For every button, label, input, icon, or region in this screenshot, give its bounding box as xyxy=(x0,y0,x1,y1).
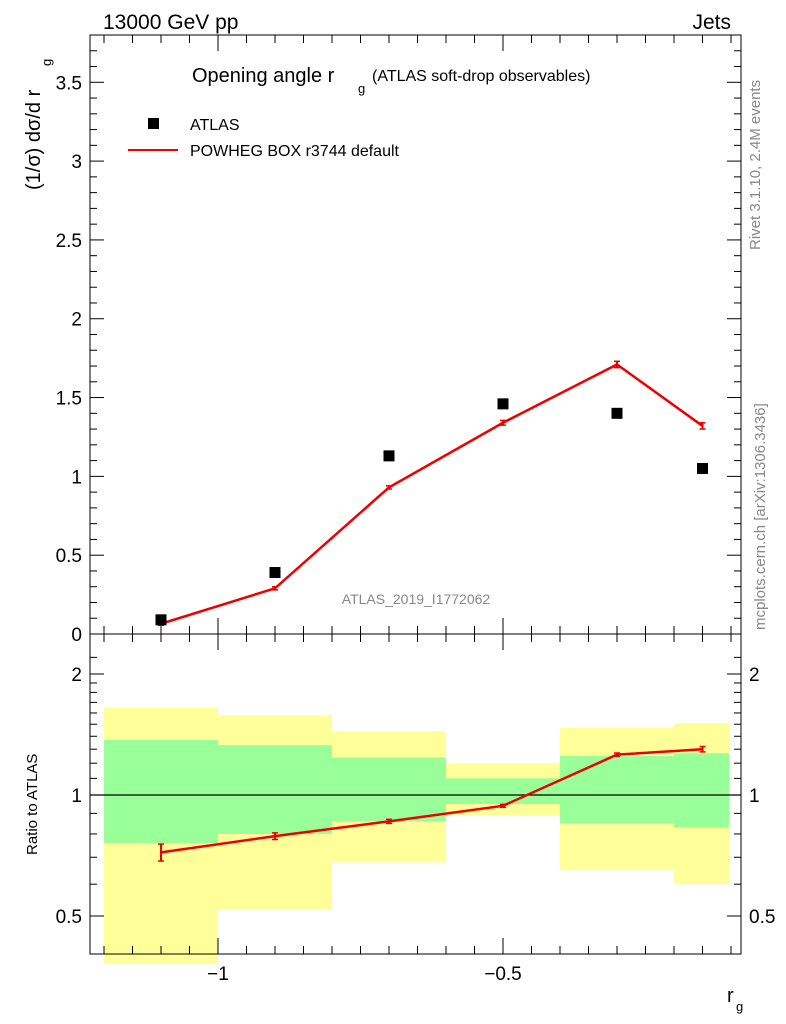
x-axis-label: r xyxy=(727,985,734,1007)
ratio-bands-layer xyxy=(90,707,741,964)
ratio-y-tick-label: 0.5 xyxy=(56,907,82,928)
ratio-y-tick-label: 2 xyxy=(71,665,82,686)
x-tick-labels: −1 −0.5 xyxy=(207,964,522,985)
main-y-tick-labels: 0 0.5 1 1.5 2 2.5 3 3.5 xyxy=(56,73,82,646)
ratio-band-inner xyxy=(104,740,218,843)
mc-series-line xyxy=(160,362,704,625)
mcplots-label: mcplots.cern.ch [arXiv:1306.3436] xyxy=(752,403,769,630)
plot-title-main: Opening angle r xyxy=(192,65,335,87)
atlas-data-point xyxy=(611,407,623,419)
main-panel-frame xyxy=(89,34,742,635)
atlas-data-point xyxy=(697,462,708,474)
main-y-tick-label: 2.5 xyxy=(56,231,82,252)
ratio-band-inner xyxy=(218,745,332,834)
main-y-tick-label: 2 xyxy=(71,310,82,331)
ratio-panel-ticks xyxy=(90,634,741,954)
atlas-data-point xyxy=(497,398,509,410)
main-y-tick-label: 0 xyxy=(71,625,82,646)
main-panel-ticks xyxy=(90,34,741,635)
ratio-y-axis-label: Ratio to ATLAS xyxy=(24,754,41,855)
x-axis-label-sub: g xyxy=(736,999,743,1014)
main-y-tick-label: 3 xyxy=(71,152,82,173)
ratio-band-inner xyxy=(674,753,729,828)
legend-mc-label: POWHEG BOX r3744 default xyxy=(190,143,400,160)
rivet-label: Rivet 3.1.10, 2.4M events xyxy=(747,80,764,250)
main-y-axis-label-text: (1/σ) dσ/d r xyxy=(23,89,45,190)
main-data-layer xyxy=(155,360,708,627)
main-y-axis-label: (1/σ) dσ/d r g xyxy=(23,59,54,190)
plot-title: Opening angle r xyxy=(192,65,335,87)
ratio-y-tick-label-right: 1 xyxy=(749,786,760,807)
header-right: Jets xyxy=(692,11,731,34)
ratio-y-tick-label: 1 xyxy=(71,786,82,807)
plot-title-suffix: (ATLAS soft-drop observables) xyxy=(372,68,590,85)
main-y-tick-label: 1.5 xyxy=(56,389,82,410)
main-y-tick-label: 1 xyxy=(71,467,82,488)
ratio-data-layer xyxy=(158,745,706,862)
ratio-y-tick-labels: 0.5 0.5 1 1 2 2 xyxy=(56,665,776,928)
ratio-band-inner xyxy=(560,756,674,824)
x-tick-label: −1 xyxy=(207,964,229,985)
main-y-tick-label: 0.5 xyxy=(56,546,82,567)
atlas-data-point xyxy=(269,567,281,579)
ratio-mc-line xyxy=(160,747,703,854)
x-tick-label: −0.5 xyxy=(484,964,522,985)
header-left: 13000 GeV pp xyxy=(103,11,238,34)
atlas-data-point xyxy=(155,614,167,626)
ratio-band-inner xyxy=(332,757,446,822)
analysis-watermark: ATLAS_2019_I1772062 xyxy=(342,591,491,607)
ratio-y-tick-label-right: 2 xyxy=(749,665,760,686)
legend-data-marker xyxy=(148,118,159,129)
atlas-data-point xyxy=(383,450,395,462)
main-y-tick-label: 3.5 xyxy=(56,73,82,94)
main-y-axis-label-sub: g xyxy=(39,59,54,66)
ratio-y-tick-label-right: 0.5 xyxy=(749,907,775,928)
plot-title-sub: g xyxy=(358,81,365,96)
ratio-panel-frame xyxy=(89,633,742,955)
legend-data-label: ATLAS xyxy=(190,117,240,134)
ratio-band-inner xyxy=(446,778,560,804)
